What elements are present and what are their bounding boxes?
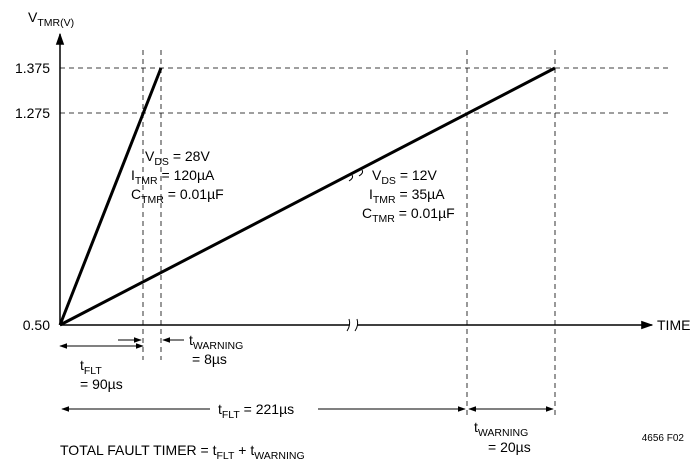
shallow-ctmr-label: CTMR = 0.01µF <box>362 205 455 225</box>
t-warn-20-label: tWARNING <box>474 419 528 439</box>
shallow-itmr-label: ITMR = 35µA <box>369 186 445 206</box>
t-warn-8-value: = 8µs <box>192 351 227 367</box>
y-axis-label: VTMR(V) <box>28 9 74 29</box>
t-flt-221-label: tFLT = 221µs <box>218 401 294 421</box>
figure-code: 4656 F02 <box>642 433 685 444</box>
x-axis-label: TIME <box>657 317 690 333</box>
level-label-base: 0.50 <box>23 317 50 333</box>
x-axis-break <box>346 318 359 332</box>
steep-itmr-label: ITMR = 120µA <box>131 167 215 187</box>
t-warn-20-value: = 20µs <box>488 439 531 455</box>
t-flt-90-value: = 90µs <box>80 376 123 392</box>
shallow-vds-label: VDS = 12V <box>372 167 437 187</box>
steep-ctmr-label: CTMR = 0.01µF <box>131 186 224 206</box>
level-label-top: 1.375 <box>15 60 50 76</box>
total-fault-timer-formula: TOTAL FAULT TIMER = tFLT + tWARNING <box>60 442 305 462</box>
level-label-mid: 1.275 <box>15 105 50 121</box>
t-flt-90-label: tFLT <box>80 357 102 377</box>
shallow-curve-labels: VDS = 12V ITMR = 35µA CTMR = 0.01µF <box>362 167 455 225</box>
steep-curve-labels: VDS = 28V ITMR = 120µA CTMR = 0.01µF <box>131 148 224 206</box>
steep-ramp-line <box>58 67 163 326</box>
shallow-ramp-line <box>59 66 556 327</box>
t-warn-8-label: tWARNING <box>189 332 243 352</box>
steep-vds-label: VDS = 28V <box>145 148 210 168</box>
shallow-ramp-break <box>348 169 364 187</box>
